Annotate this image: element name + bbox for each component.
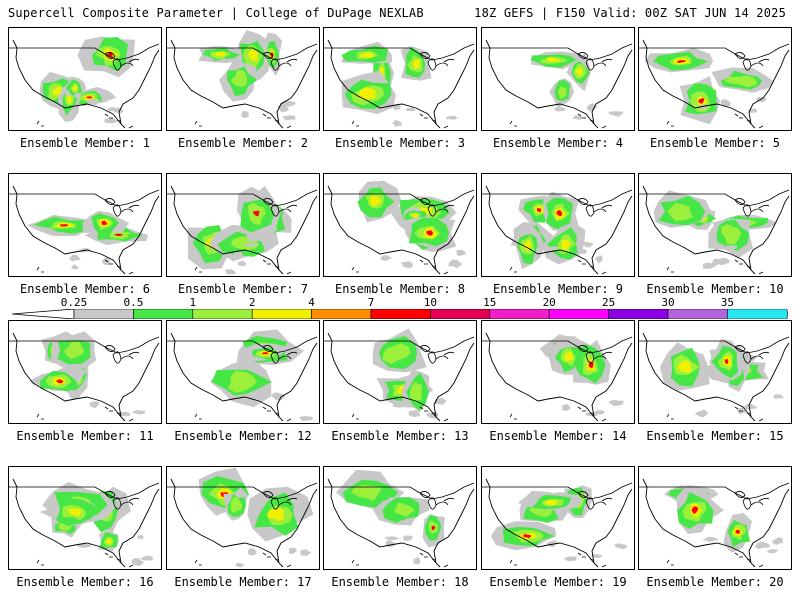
colorbar-tick-label: 4 [308, 296, 315, 309]
colorbar-tick-label: 30 [661, 296, 675, 309]
ensemble-member-map [638, 27, 792, 131]
ensemble-member-map [481, 173, 635, 277]
colorbar-tick-label: 25 [601, 296, 616, 309]
ensemble-member-map [481, 466, 635, 570]
colorbar-tick-label: 20 [542, 296, 556, 309]
ensemble-member-label: Ensemble Member: 5 [649, 136, 781, 150]
colorbar-tick-label: 15 [483, 296, 497, 309]
ensemble-member-map [638, 466, 792, 570]
colorbar-tick-label: 7 [367, 296, 375, 309]
ensemble-member-label: Ensemble Member: 17 [174, 575, 312, 589]
ensemble-member-label: Ensemble Member: 19 [489, 575, 627, 589]
ensemble-member-map [481, 320, 635, 424]
map-title: Supercell Composite Parameter | College … [8, 6, 424, 20]
colorbar-tick-label: 0.5 [123, 296, 144, 309]
ensemble-member-label: Ensemble Member: 2 [177, 136, 309, 150]
ensemble-member-label: Ensemble Member: 3 [334, 136, 466, 150]
ensemble-member-map [638, 173, 792, 277]
ensemble-member-map [481, 27, 635, 131]
ensemble-member-map [8, 320, 162, 424]
colorbar-tick-label: 10 [423, 296, 438, 309]
ensemble-member-map [166, 466, 320, 570]
ensemble-member-label: Ensemble Member: 11 [16, 429, 154, 443]
ensemble-member-label: Ensemble Member: 13 [331, 429, 469, 443]
colorbar-tick-label: 0.25 [60, 296, 88, 309]
ensemble-member-label: Ensemble Member: 7 [177, 282, 309, 296]
ensemble-member-label: Ensemble Member: 12 [174, 429, 312, 443]
colorbar-tick-label: 35 [720, 296, 735, 309]
ensemble-member-map [638, 320, 792, 424]
ensemble-member-map [8, 173, 162, 277]
ensemble-member-label: Ensemble Member: 18 [331, 575, 469, 589]
ensemble-member-label: Ensemble Member: 20 [646, 575, 784, 589]
ensemble-member-label: Ensemble Member: 15 [646, 429, 784, 443]
colorbar [12, 309, 788, 319]
ensemble-member-label: Ensemble Member: 6 [19, 282, 151, 296]
ensemble-member-map [8, 466, 162, 570]
ensemble-member-map [166, 27, 320, 131]
ensemble-member-label: Ensemble Member: 4 [492, 136, 624, 150]
run-info: 18Z GEFS | F150 Valid: 00Z SAT JUN 14 20… [474, 6, 786, 20]
ensemble-member-label: Ensemble Member: 9 [492, 282, 624, 296]
ensemble-member-label: Ensemble Member: 16 [16, 575, 154, 589]
colorbar-tick-label: 1 [189, 296, 197, 309]
ensemble-member-map [323, 27, 477, 131]
ensemble-member-map [323, 173, 477, 277]
ensemble-member-label: Ensemble Member: 14 [489, 429, 627, 443]
ensemble-member-map [323, 320, 477, 424]
ensemble-member-map [166, 320, 320, 424]
ensemble-member-map [323, 466, 477, 570]
colorbar-tick-label: 2 [248, 296, 256, 309]
ensemble-member-map [8, 27, 162, 131]
ensemble-member-label: Ensemble Member: 8 [334, 282, 466, 296]
ensemble-member-label: Ensemble Member: 10 [646, 282, 784, 296]
ensemble-member-label: Ensemble Member: 1 [19, 136, 151, 150]
ensemble-member-map [166, 173, 320, 277]
